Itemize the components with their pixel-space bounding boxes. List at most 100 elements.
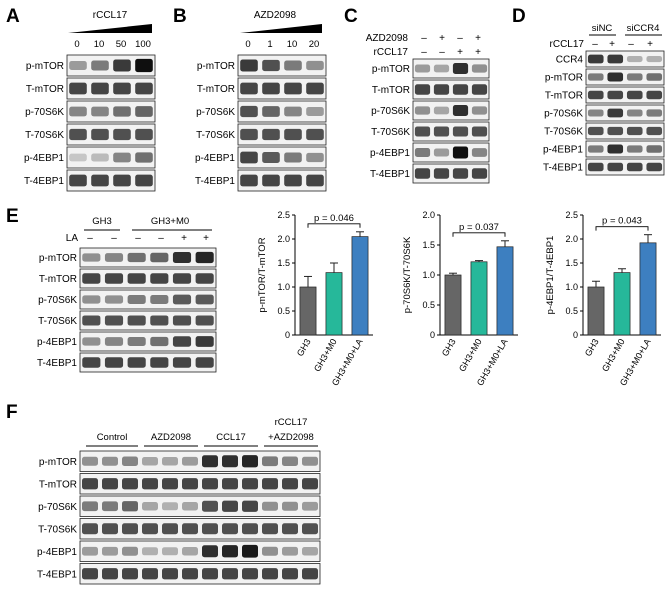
band: [195, 357, 214, 368]
blot-frame: [412, 79, 490, 100]
band: [113, 174, 131, 187]
sign: +: [647, 39, 653, 50]
row-label: p-4EBP1: [37, 547, 77, 558]
band: [127, 252, 146, 263]
band: [182, 502, 198, 511]
blot-strip: p-mTOR: [545, 68, 665, 86]
band: [452, 168, 469, 179]
panel-letter-c: C: [344, 6, 358, 27]
band: [91, 174, 109, 187]
blot-frame: [237, 54, 327, 77]
band: [202, 545, 218, 558]
blot-frame: [412, 58, 490, 79]
band: [262, 128, 280, 141]
band: [135, 106, 153, 117]
band: [222, 545, 238, 558]
band: [222, 523, 238, 535]
blot-frame: [585, 50, 665, 68]
band: [607, 90, 624, 100]
band: [102, 456, 118, 466]
band: [127, 337, 146, 346]
band: [202, 523, 218, 535]
band: [69, 153, 87, 162]
band: [122, 456, 138, 466]
band: [284, 152, 302, 163]
band: [195, 315, 214, 326]
y-axis-label: p-4EBP1/T-4EBP1: [545, 236, 556, 315]
band: [414, 168, 431, 179]
band: [82, 357, 101, 368]
band: [262, 478, 278, 490]
bar: [470, 261, 488, 336]
band: [172, 336, 192, 347]
band: [142, 523, 158, 535]
band: [306, 152, 324, 163]
band: [69, 128, 87, 141]
blot-strip: T-mTOR: [197, 77, 327, 100]
blot-frame: [66, 123, 156, 146]
y-tick-label: 0.5: [277, 306, 290, 316]
y-tick-label: 1.5: [565, 258, 578, 268]
band: [222, 500, 238, 512]
blot-frame: [237, 146, 327, 169]
band: [142, 478, 158, 490]
band: [202, 568, 218, 580]
band: [433, 106, 450, 115]
band: [242, 523, 258, 535]
band: [172, 315, 192, 326]
panel-e-group-label: GH3: [92, 216, 112, 227]
blot-strip: T-70S6K: [371, 121, 490, 142]
band: [182, 523, 198, 535]
band: [122, 523, 138, 535]
blot-frame: [412, 142, 490, 163]
band: [182, 478, 198, 490]
blot-strip: p-mTOR: [372, 58, 490, 79]
panel-f-blot: p-mTOR T-mTOR p-70S6K T-70S6K p-4EBP1 T-4EBP1: [37, 450, 321, 585]
band: [306, 107, 324, 116]
panel-letter-f: F: [6, 402, 18, 423]
blot-strip: T-70S6K: [544, 122, 665, 140]
band: [587, 162, 604, 172]
panel-a-blot: p-mTOR T-mTOR p-70S6K T-70S6K p-4EBP1 T-4EBP1: [24, 54, 156, 192]
band: [162, 568, 178, 580]
row-label: T-70S6K: [371, 127, 410, 138]
band: [113, 106, 131, 117]
band: [150, 315, 169, 326]
band: [452, 104, 469, 117]
blot-strip: p-mTOR: [39, 247, 217, 268]
bar-chart-p-4ebp1: 0 0.5 1.0 1.5 2.0 2.5 p-4EBP1/T-4EBP1 GH3 GH3+M0…: [545, 210, 661, 387]
y-tick-label: 0.5: [422, 300, 435, 310]
y-tick-label: 1.0: [422, 270, 435, 280]
band: [104, 253, 124, 262]
blot-frame: [237, 123, 327, 146]
band: [82, 501, 98, 512]
row-label: p-70S6K: [544, 109, 583, 120]
panel-letter-a: A: [6, 6, 20, 27]
band: [102, 523, 118, 535]
dose-label: 100: [135, 39, 151, 50]
blot-strip: T-4EBP1: [370, 163, 490, 184]
band: [626, 109, 643, 117]
band: [150, 336, 169, 347]
band: [182, 456, 198, 466]
blot-frame: [237, 100, 327, 123]
band: [306, 82, 324, 95]
row-label: T-4EBP1: [195, 176, 235, 187]
band: [262, 568, 278, 580]
band: [306, 128, 324, 141]
y-tick-label: 1.5: [422, 240, 435, 250]
band: [242, 478, 258, 490]
panel-f-group-label: CCL17: [216, 432, 246, 443]
blot-frame: [66, 54, 156, 77]
y-tick-label: 0: [573, 330, 578, 340]
significance-bracket: [595, 226, 649, 231]
band: [82, 253, 101, 262]
panel-c-treatment-label: rCCL17: [374, 47, 409, 58]
x-tick-label: GH3+M0: [457, 337, 484, 373]
band: [284, 60, 302, 71]
band: [646, 73, 663, 81]
bar: [299, 286, 317, 336]
band: [284, 106, 302, 117]
band: [262, 456, 278, 467]
blot-strip: p-mTOR: [26, 54, 156, 77]
